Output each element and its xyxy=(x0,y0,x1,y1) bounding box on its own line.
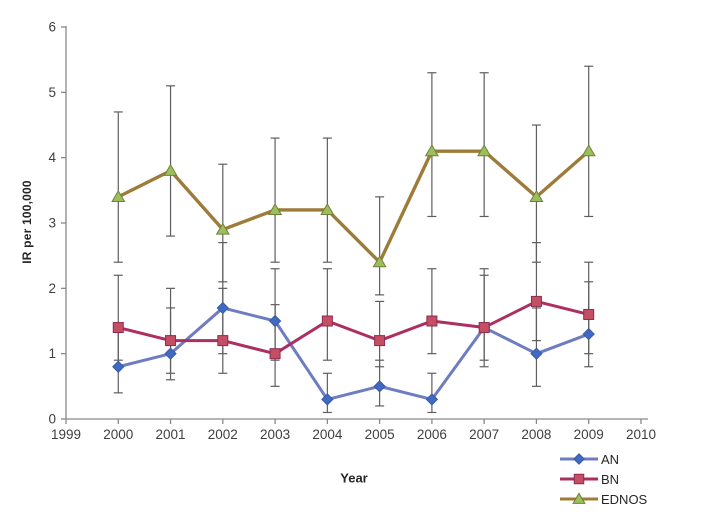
ednos-line-swatch xyxy=(560,492,598,504)
square-marker xyxy=(269,348,281,360)
legend-label-bn: BN xyxy=(601,471,620,487)
legend-item-an: AN xyxy=(559,451,647,467)
x-tick-label: 1999 xyxy=(51,427,81,442)
triangle-marker xyxy=(215,222,230,235)
diamond-marker xyxy=(530,347,543,360)
y-axis-title: IR per 100,000 xyxy=(20,180,34,264)
legend-label-an: AN xyxy=(601,451,620,467)
x-tick-label: 2006 xyxy=(417,427,447,442)
bn-line-swatch xyxy=(560,473,598,485)
triangle-marker xyxy=(572,492,586,504)
x-tick-label: 2001 xyxy=(156,427,186,442)
y-tick-label: 2 xyxy=(48,281,56,296)
an-line-swatch xyxy=(560,453,598,465)
diamond-marker xyxy=(321,393,334,406)
series-line-bn xyxy=(116,299,591,356)
diamond-marker xyxy=(216,301,230,315)
triangle-marker xyxy=(372,255,387,268)
legend: AN BN EDNOS xyxy=(559,451,648,507)
diamond-marker xyxy=(582,327,595,341)
y-tick-label: 4 xyxy=(48,150,56,165)
x-tick-label: 2002 xyxy=(208,427,238,442)
square-marker xyxy=(374,335,386,347)
x-tick-label: 2005 xyxy=(365,427,395,442)
x-tick-label: 2008 xyxy=(521,427,551,442)
diamond-marker xyxy=(573,453,585,465)
diamond-marker xyxy=(268,314,282,328)
y-tick-label: 6 xyxy=(48,20,56,35)
diamond-marker xyxy=(373,380,386,393)
legend-label-ednos: EDNOS xyxy=(601,491,648,507)
square-marker xyxy=(112,322,124,334)
square-marker xyxy=(530,295,542,307)
triangle-marker xyxy=(477,144,492,157)
square-marker xyxy=(321,315,333,327)
x-tick-label: 2007 xyxy=(469,427,499,442)
x-tick-label: 2004 xyxy=(312,427,343,442)
triangle-marker xyxy=(111,189,126,202)
y-tick-label: 5 xyxy=(48,85,56,100)
y-tick-label: 1 xyxy=(48,346,56,361)
x-tick-label: 2000 xyxy=(103,427,133,442)
y-tick-label: 0 xyxy=(48,412,56,427)
triangle-marker xyxy=(529,189,544,202)
legend-item-bn: BN xyxy=(559,471,647,487)
square-marker xyxy=(478,322,490,334)
square-marker xyxy=(426,315,438,327)
axes: 0 1 2 3 4 5 6 1999 2000 2001 2002 2003 2004 2005 2006 2… xyxy=(48,20,656,442)
square-marker xyxy=(217,335,229,347)
triangle-marker xyxy=(268,202,283,216)
diamond-marker xyxy=(425,393,439,406)
triangle-marker xyxy=(163,163,178,176)
triangle-marker xyxy=(424,144,439,157)
x-axis-title: Year xyxy=(340,470,368,486)
series-markers xyxy=(111,144,596,406)
x-tick-label: 2003 xyxy=(260,427,290,442)
triangle-marker xyxy=(581,144,596,157)
y-tick-label: 3 xyxy=(48,216,56,231)
x-tick-label: 2010 xyxy=(626,427,656,442)
series-line-an xyxy=(116,306,591,401)
diamond-marker xyxy=(112,360,125,373)
legend-item-ednos: EDNOS xyxy=(559,491,648,507)
x-tick-label: 2009 xyxy=(574,427,604,442)
square-marker xyxy=(573,473,585,485)
square-marker xyxy=(583,308,595,320)
triangle-marker xyxy=(320,202,335,216)
diamond-marker xyxy=(164,347,177,360)
series-lines xyxy=(116,149,591,401)
series-line-ednos xyxy=(116,149,591,264)
error-bars xyxy=(113,65,594,414)
square-marker xyxy=(165,335,177,347)
